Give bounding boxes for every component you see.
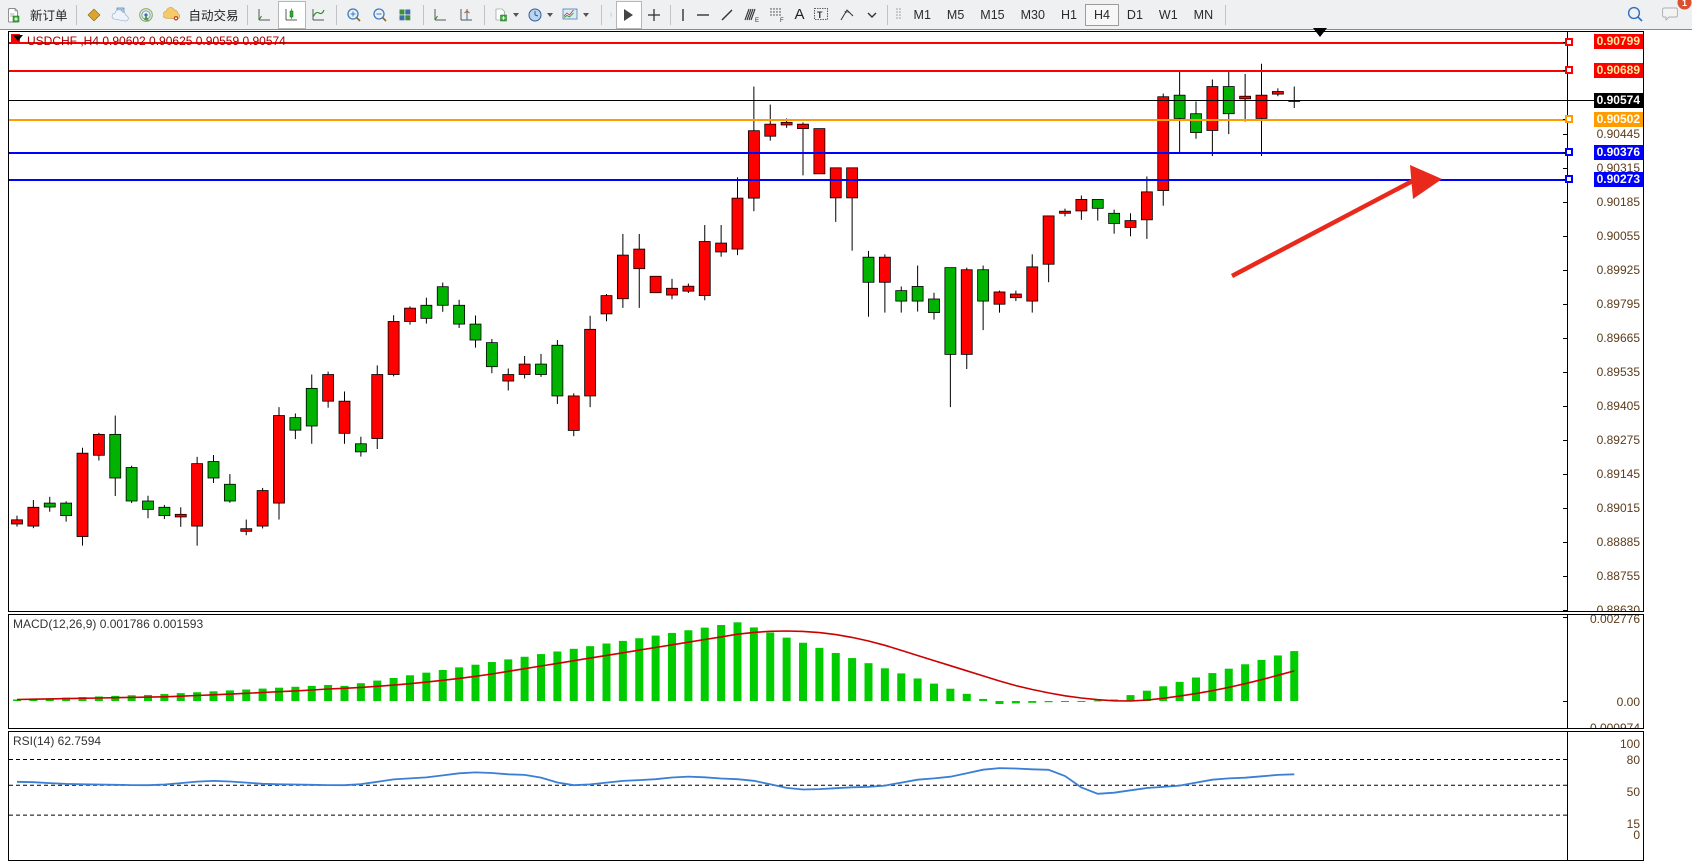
svg-text:E: E xyxy=(755,18,759,23)
svg-text:F: F xyxy=(780,18,784,23)
svg-text:1: 1 xyxy=(1682,0,1687,8)
svg-text:T: T xyxy=(817,10,823,20)
